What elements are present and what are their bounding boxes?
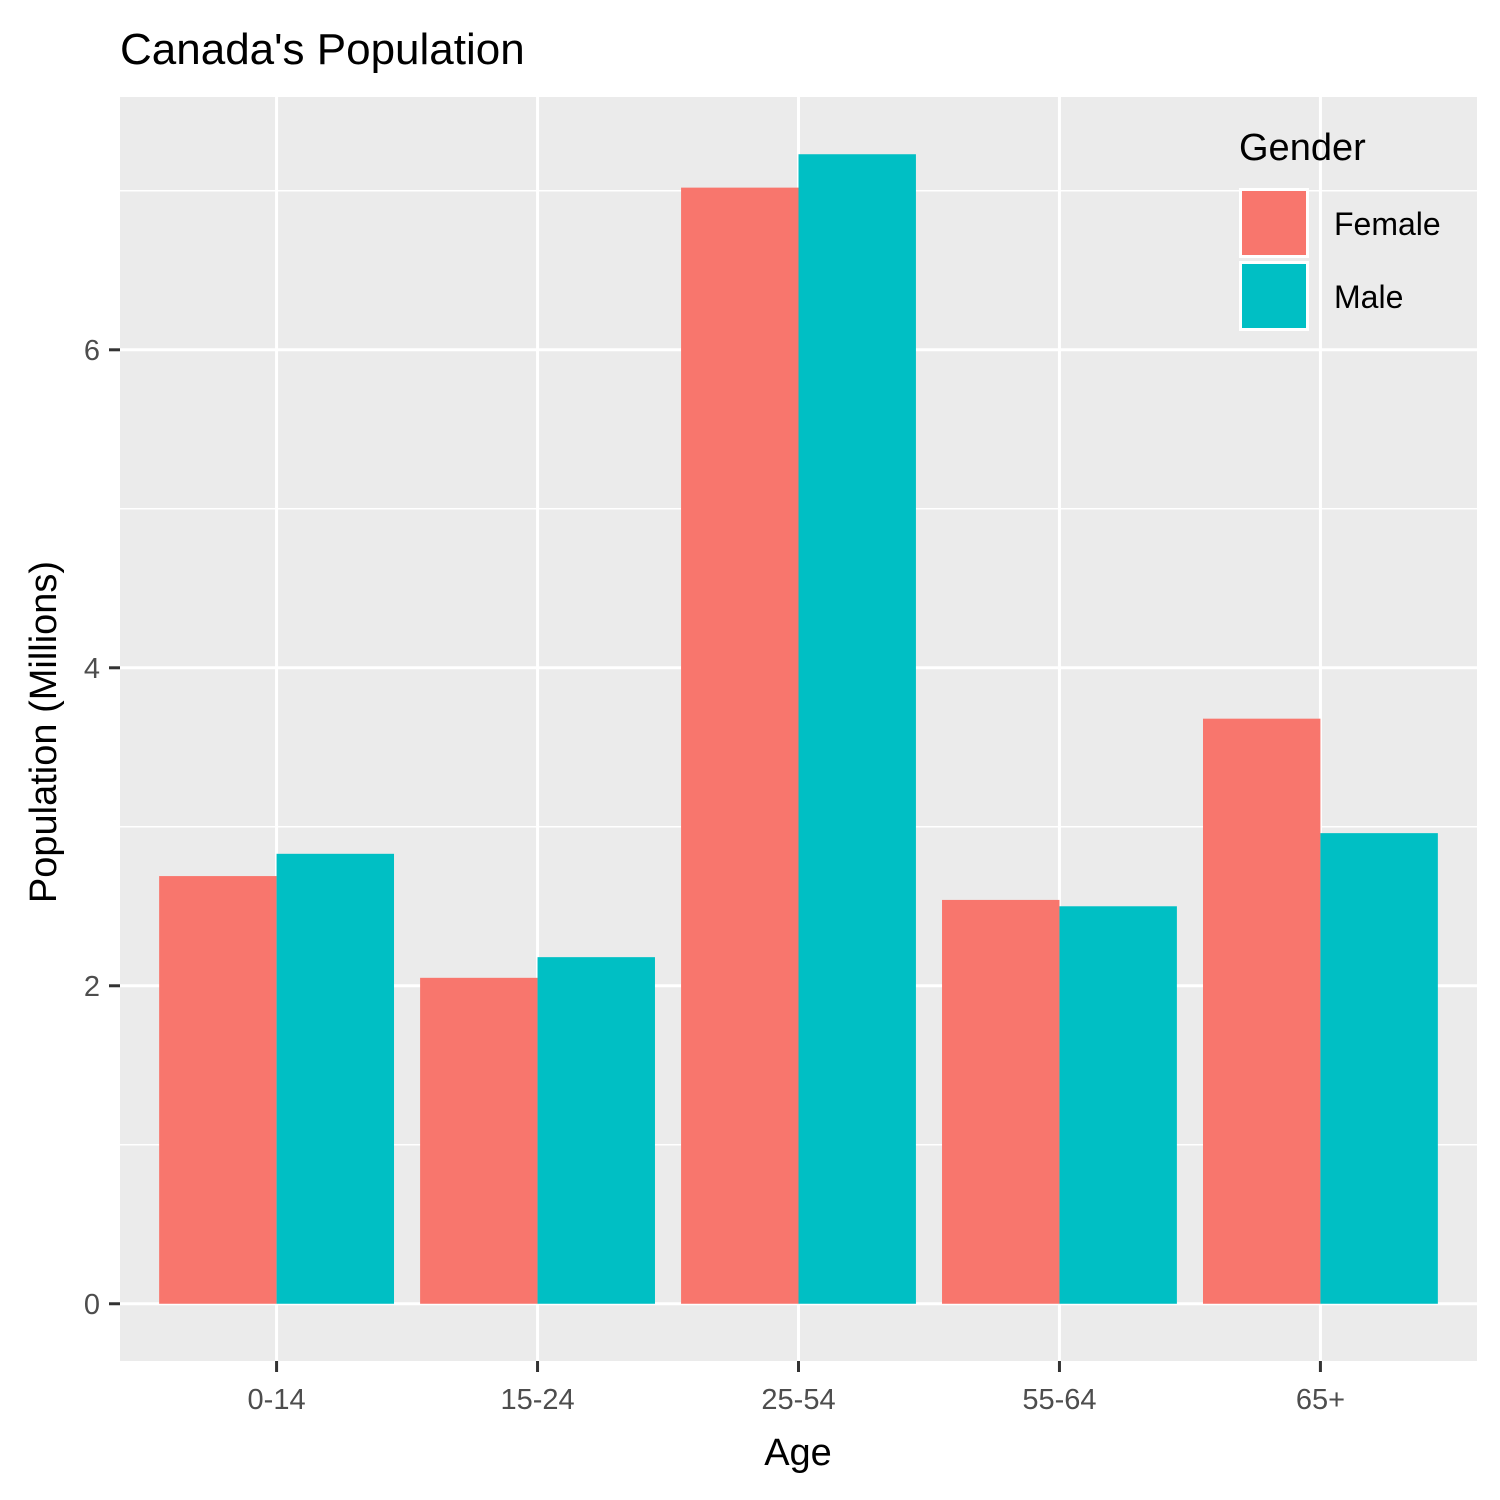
legend: Gender Female Male	[1239, 127, 1441, 331]
bar-male-15-24	[537, 957, 655, 1304]
x-tick-label: 65+	[1296, 1384, 1345, 1416]
chart-title: Canada's Population	[120, 25, 525, 74]
bar-female-0-14	[159, 876, 277, 1304]
bar-male-65+	[1320, 833, 1438, 1304]
bar-female-25-54	[681, 187, 799, 1304]
y-tick-label: 0	[84, 1289, 100, 1321]
x-tick-label: 25-54	[761, 1384, 835, 1416]
x-axis-label: Age	[764, 1432, 832, 1474]
y-tick-label: 2	[84, 971, 100, 1003]
legend-label-male: Male	[1334, 279, 1403, 315]
bar-male-25-54	[798, 154, 916, 1304]
bar-male-0-14	[276, 853, 395, 1304]
y-axis-label: Population (Millions)	[23, 561, 65, 903]
legend-swatch-female	[1242, 191, 1306, 255]
bar-female-55-64	[942, 899, 1060, 1304]
bar-female-15-24	[420, 977, 538, 1304]
bar-male-55-64	[1059, 906, 1177, 1304]
y-tick-label: 6	[84, 335, 100, 367]
bars	[159, 154, 1438, 1304]
legend-label-female: Female	[1334, 206, 1441, 242]
x-axis: 0-14 15-24 25-54 55-64 65+	[248, 1361, 1345, 1416]
x-tick-label: 55-64	[1022, 1384, 1096, 1416]
legend-title: Gender	[1239, 127, 1366, 169]
legend-swatch-male	[1242, 264, 1306, 328]
x-tick-label: 15-24	[500, 1384, 574, 1416]
y-axis: 0 2 4 6	[84, 335, 120, 1321]
bar-female-65+	[1202, 718, 1321, 1304]
x-tick-label: 0-14	[248, 1384, 306, 1416]
y-tick-label: 4	[84, 653, 100, 685]
